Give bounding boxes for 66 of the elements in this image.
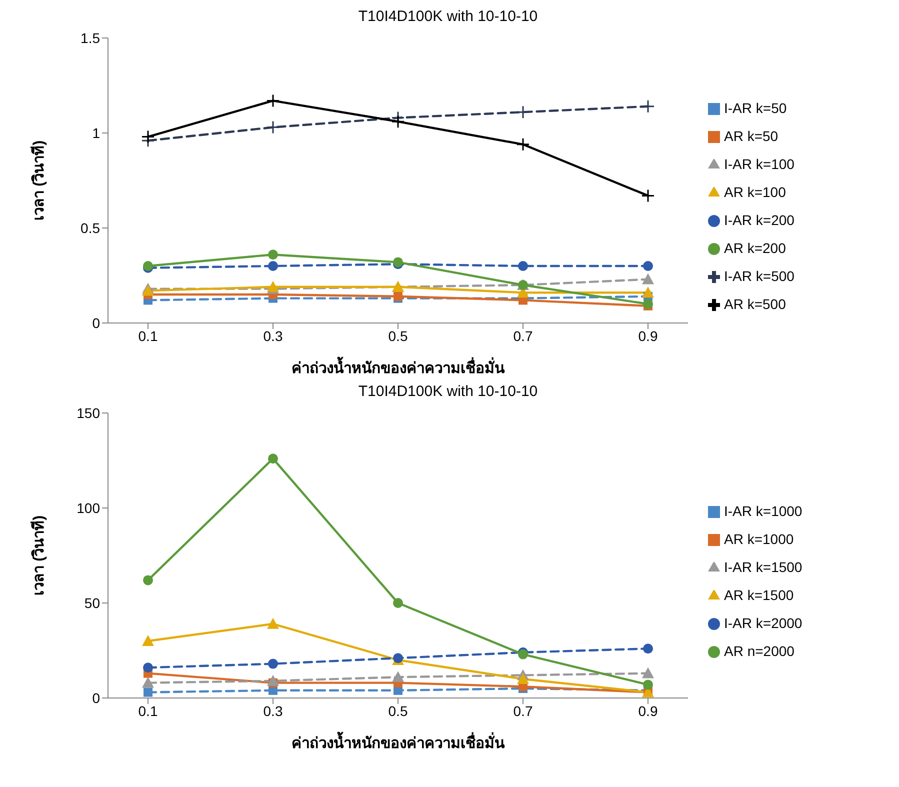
y-tick-label: 150 [76,404,100,421]
x-tick-label: 0.1 [138,328,158,344]
point [141,130,155,144]
point [268,261,278,271]
legend-label: I-AR k=200 [724,212,794,228]
point [144,688,152,697]
x-tick-label: 0.5 [388,702,408,719]
point [266,94,280,108]
point [642,667,654,678]
point [641,100,655,114]
point [142,635,154,646]
y-tick-label: 1.5 [80,30,100,46]
point [642,286,654,298]
point [268,454,278,464]
chart-title: T10I4D100K with 10-10-10 [357,383,539,402]
x-tick-label: 0.3 [263,328,283,344]
y-tick-label: 0 [92,314,100,331]
legend-label: AR k=500 [724,296,786,312]
x-tick-label: 0.7 [513,328,533,344]
point [641,188,655,202]
point [643,261,653,271]
y-tick-label: 50 [84,594,100,611]
y-tick-label: 1 [92,124,100,141]
x-tick-label: 0.7 [513,702,533,719]
point [267,674,279,686]
point [643,644,653,654]
chart-title: T10I4D100K with 10-10-10 [357,8,539,27]
y-tick-label: 0 [92,690,100,706]
point [268,658,278,669]
point [393,598,403,608]
point [392,671,404,682]
point [642,273,654,284]
point [143,662,153,673]
y-tick-label: 0.5 [80,220,100,236]
y-tick-label: 100 [76,500,100,516]
legend-label: I-AR k=50 [724,100,787,116]
point [643,680,653,690]
point [142,676,154,688]
legend-label: I-AR k=500 [724,268,794,284]
point [516,105,530,119]
x-tick-label: 0.1 [138,702,158,719]
legend-label: AR k=50 [724,128,778,144]
x-tick-label: 0.3 [263,702,283,719]
x-axis-title: ค่าถ่วงน้ำหนักของค่าความเชื่อมั่น [292,731,506,752]
legend-label: I-AR k=2000 [724,614,802,630]
point [391,114,405,128]
legend-label: AR n=2000 [724,642,794,658]
legend-label: I-AR k=1500 [724,558,802,574]
point [518,261,528,271]
x-axis-title: ค่าถ่วงน้ำหนักของค่าความเชื่อมั่น [292,356,506,377]
point [268,250,278,260]
point [143,575,153,586]
x-tick-label: 0.9 [638,702,658,719]
legend-label: I-AR k=1000 [724,502,802,518]
y-axis-title: เวลา (วินาที) [29,515,48,596]
point [516,138,530,152]
legend-label: I-AR k=100 [724,156,794,172]
legend-label: AR k=1500 [724,586,794,602]
point [267,618,279,629]
legend-label: AR k=200 [724,240,786,256]
point [517,673,529,684]
x-tick-label: 0.9 [638,328,658,344]
legend-label: AR k=1000 [724,530,794,546]
x-tick-label: 0.5 [388,328,408,344]
y-axis-title: เวลา (วินาที) [29,140,48,221]
legend-label: AR k=100 [724,184,786,200]
